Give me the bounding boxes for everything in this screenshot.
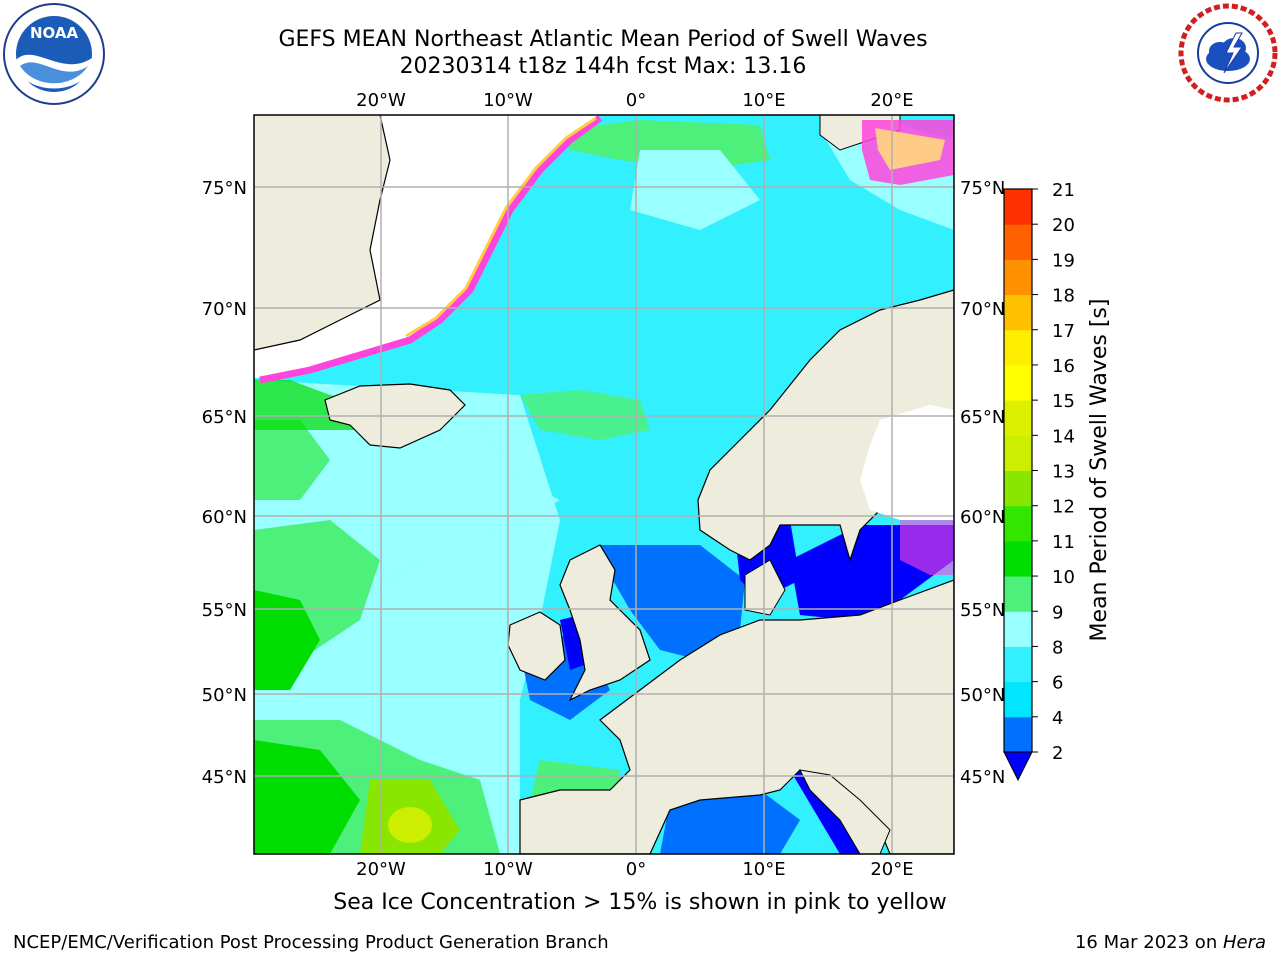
colorbar-block	[1004, 611, 1032, 647]
gulf-of-bothnia-ice	[860, 405, 954, 520]
colorbar-block	[1004, 435, 1032, 471]
colorbar-tick-label: 10	[1052, 567, 1075, 588]
left-tick-75n: 75°N	[202, 178, 247, 199]
map-area	[254, 115, 954, 854]
colorbar-tick-label: 9	[1052, 602, 1063, 623]
left-tick-50n: 50°N	[202, 685, 247, 706]
colorbar-block	[1004, 505, 1032, 542]
national-weather-service-logo	[1178, 3, 1278, 103]
noaa-logo: NOAA	[3, 3, 105, 105]
left-tick-65n: 65°N	[202, 407, 247, 428]
map-frame	[253, 114, 955, 855]
colorbar-block	[1004, 576, 1032, 612]
right-lat-labels: 75°N 70°N 65°N 60°N 55°N 50°N 45°N	[960, 178, 1005, 788]
colorbar-tick-label: 20	[1052, 215, 1075, 236]
top-tick-0: 0°	[626, 90, 646, 111]
colorbar-tick-label: 2	[1052, 743, 1063, 764]
right-tick-75n: 75°N	[960, 178, 1005, 199]
colorbar-tick-label: 16	[1052, 356, 1075, 377]
great-britain	[559, 544, 651, 702]
colorbar-block	[1004, 716, 1032, 753]
footer-date: 16 Mar 2023 on Hera	[1075, 932, 1266, 953]
left-tick-70n: 70°N	[202, 299, 247, 320]
top-tick-10e: 10°E	[742, 90, 785, 111]
chart-title: GEFS MEAN Northeast Atlantic Mean Period…	[278, 27, 928, 52]
footer-host: Hera	[1222, 932, 1266, 953]
colorbar-tick-label: 19	[1052, 250, 1075, 271]
italy	[799, 769, 891, 854]
swell-zone-10-11	[254, 590, 320, 690]
forecast-info: 20230314 t18z 144h fcst Max: 13.16	[399, 54, 807, 79]
colorbar-block	[1004, 329, 1032, 366]
right-tick-65n: 65°N	[960, 407, 1005, 428]
bottom-tick-20w: 20°W	[356, 859, 406, 880]
colorbar-block	[1004, 294, 1032, 331]
top-lon-labels: 20°W 10°W 0° 10°E 20°E	[356, 90, 913, 111]
denmark	[744, 559, 786, 616]
colorbar-tick-label: 12	[1052, 497, 1075, 518]
colorbar-label: Mean Period of Swell Waves [s]	[1087, 299, 1112, 642]
colorbar-block	[1004, 189, 1032, 225]
right-tick-70n: 70°N	[960, 299, 1005, 320]
greenland-land	[254, 115, 390, 350]
colorbar-tick-label: 8	[1052, 637, 1063, 658]
top-tick-10w: 10°W	[483, 90, 533, 111]
footer-credit: NCEP/EMC/Verification Post Processing Pr…	[13, 932, 609, 953]
colorbar-ticks: 2 4 6 8 9 10 11 12 13 14 15 16 17 18 19 20 21	[1032, 180, 1075, 764]
right-tick-55n: 55°N	[960, 600, 1005, 621]
colorbar-under-triangle	[1003, 751, 1033, 782]
left-tick-60n: 60°N	[202, 507, 247, 528]
colorbar-block	[1004, 470, 1032, 507]
bottom-tick-10e: 10°E	[742, 859, 785, 880]
colorbar-block	[1004, 400, 1032, 436]
sea-ice-edge	[259, 115, 603, 384]
left-tick-55n: 55°N	[202, 600, 247, 621]
right-tick-45n: 45°N	[960, 767, 1005, 788]
colorbar-tick-label: 4	[1052, 708, 1063, 729]
right-tick-60n: 60°N	[960, 507, 1005, 528]
sea-ice-note: Sea Ice Concentration > 15% is shown in …	[333, 890, 947, 915]
colorbar-block	[1004, 364, 1032, 401]
noaa-logo-text: NOAA	[30, 24, 79, 42]
left-lat-labels: 75°N 70°N 65°N 60°N 55°N 50°N 45°N	[202, 178, 247, 788]
colorbar-block	[1004, 646, 1032, 683]
left-tick-45n: 45°N	[202, 767, 247, 788]
colorbar-tick-label: 13	[1052, 462, 1075, 483]
colorbar-block	[1004, 681, 1032, 718]
colorbar-tick-label: 18	[1052, 286, 1075, 307]
colorbar-block	[1004, 540, 1032, 577]
colorbar-tick-label: 17	[1052, 321, 1075, 342]
swell-zone-9-10	[254, 420, 330, 500]
colorbar-block	[1004, 224, 1032, 260]
top-tick-20e: 20°E	[870, 90, 913, 111]
top-tick-20w: 20°W	[356, 90, 406, 111]
colorbar-block	[1004, 259, 1032, 296]
right-tick-50n: 50°N	[960, 685, 1005, 706]
bottom-tick-10w: 10°W	[483, 859, 533, 880]
bottom-tick-0: 0°	[626, 859, 646, 880]
colorbar-tick-label: 6	[1052, 673, 1063, 694]
bottom-tick-20e: 20°E	[870, 859, 913, 880]
ireland	[507, 611, 566, 681]
footer-date-text: 16 Mar 2023 on	[1074, 932, 1223, 953]
colorbar-tick-label: 14	[1052, 426, 1075, 447]
colorbar: 2 4 6 8 9 10 11 12 13 14 15 16 17 18 19 20 21 Mean Perio…	[1003, 180, 1112, 782]
colorbar-tick-label: 11	[1052, 532, 1075, 553]
colorbar-tick-label: 15	[1052, 391, 1075, 412]
colorbar-blocks	[1004, 189, 1032, 753]
colorbar-tick-label: 21	[1052, 180, 1075, 201]
map-gridlines	[254, 115, 954, 854]
bottom-lon-labels: 20°W 10°W 0° 10°E 20°E	[356, 859, 913, 880]
